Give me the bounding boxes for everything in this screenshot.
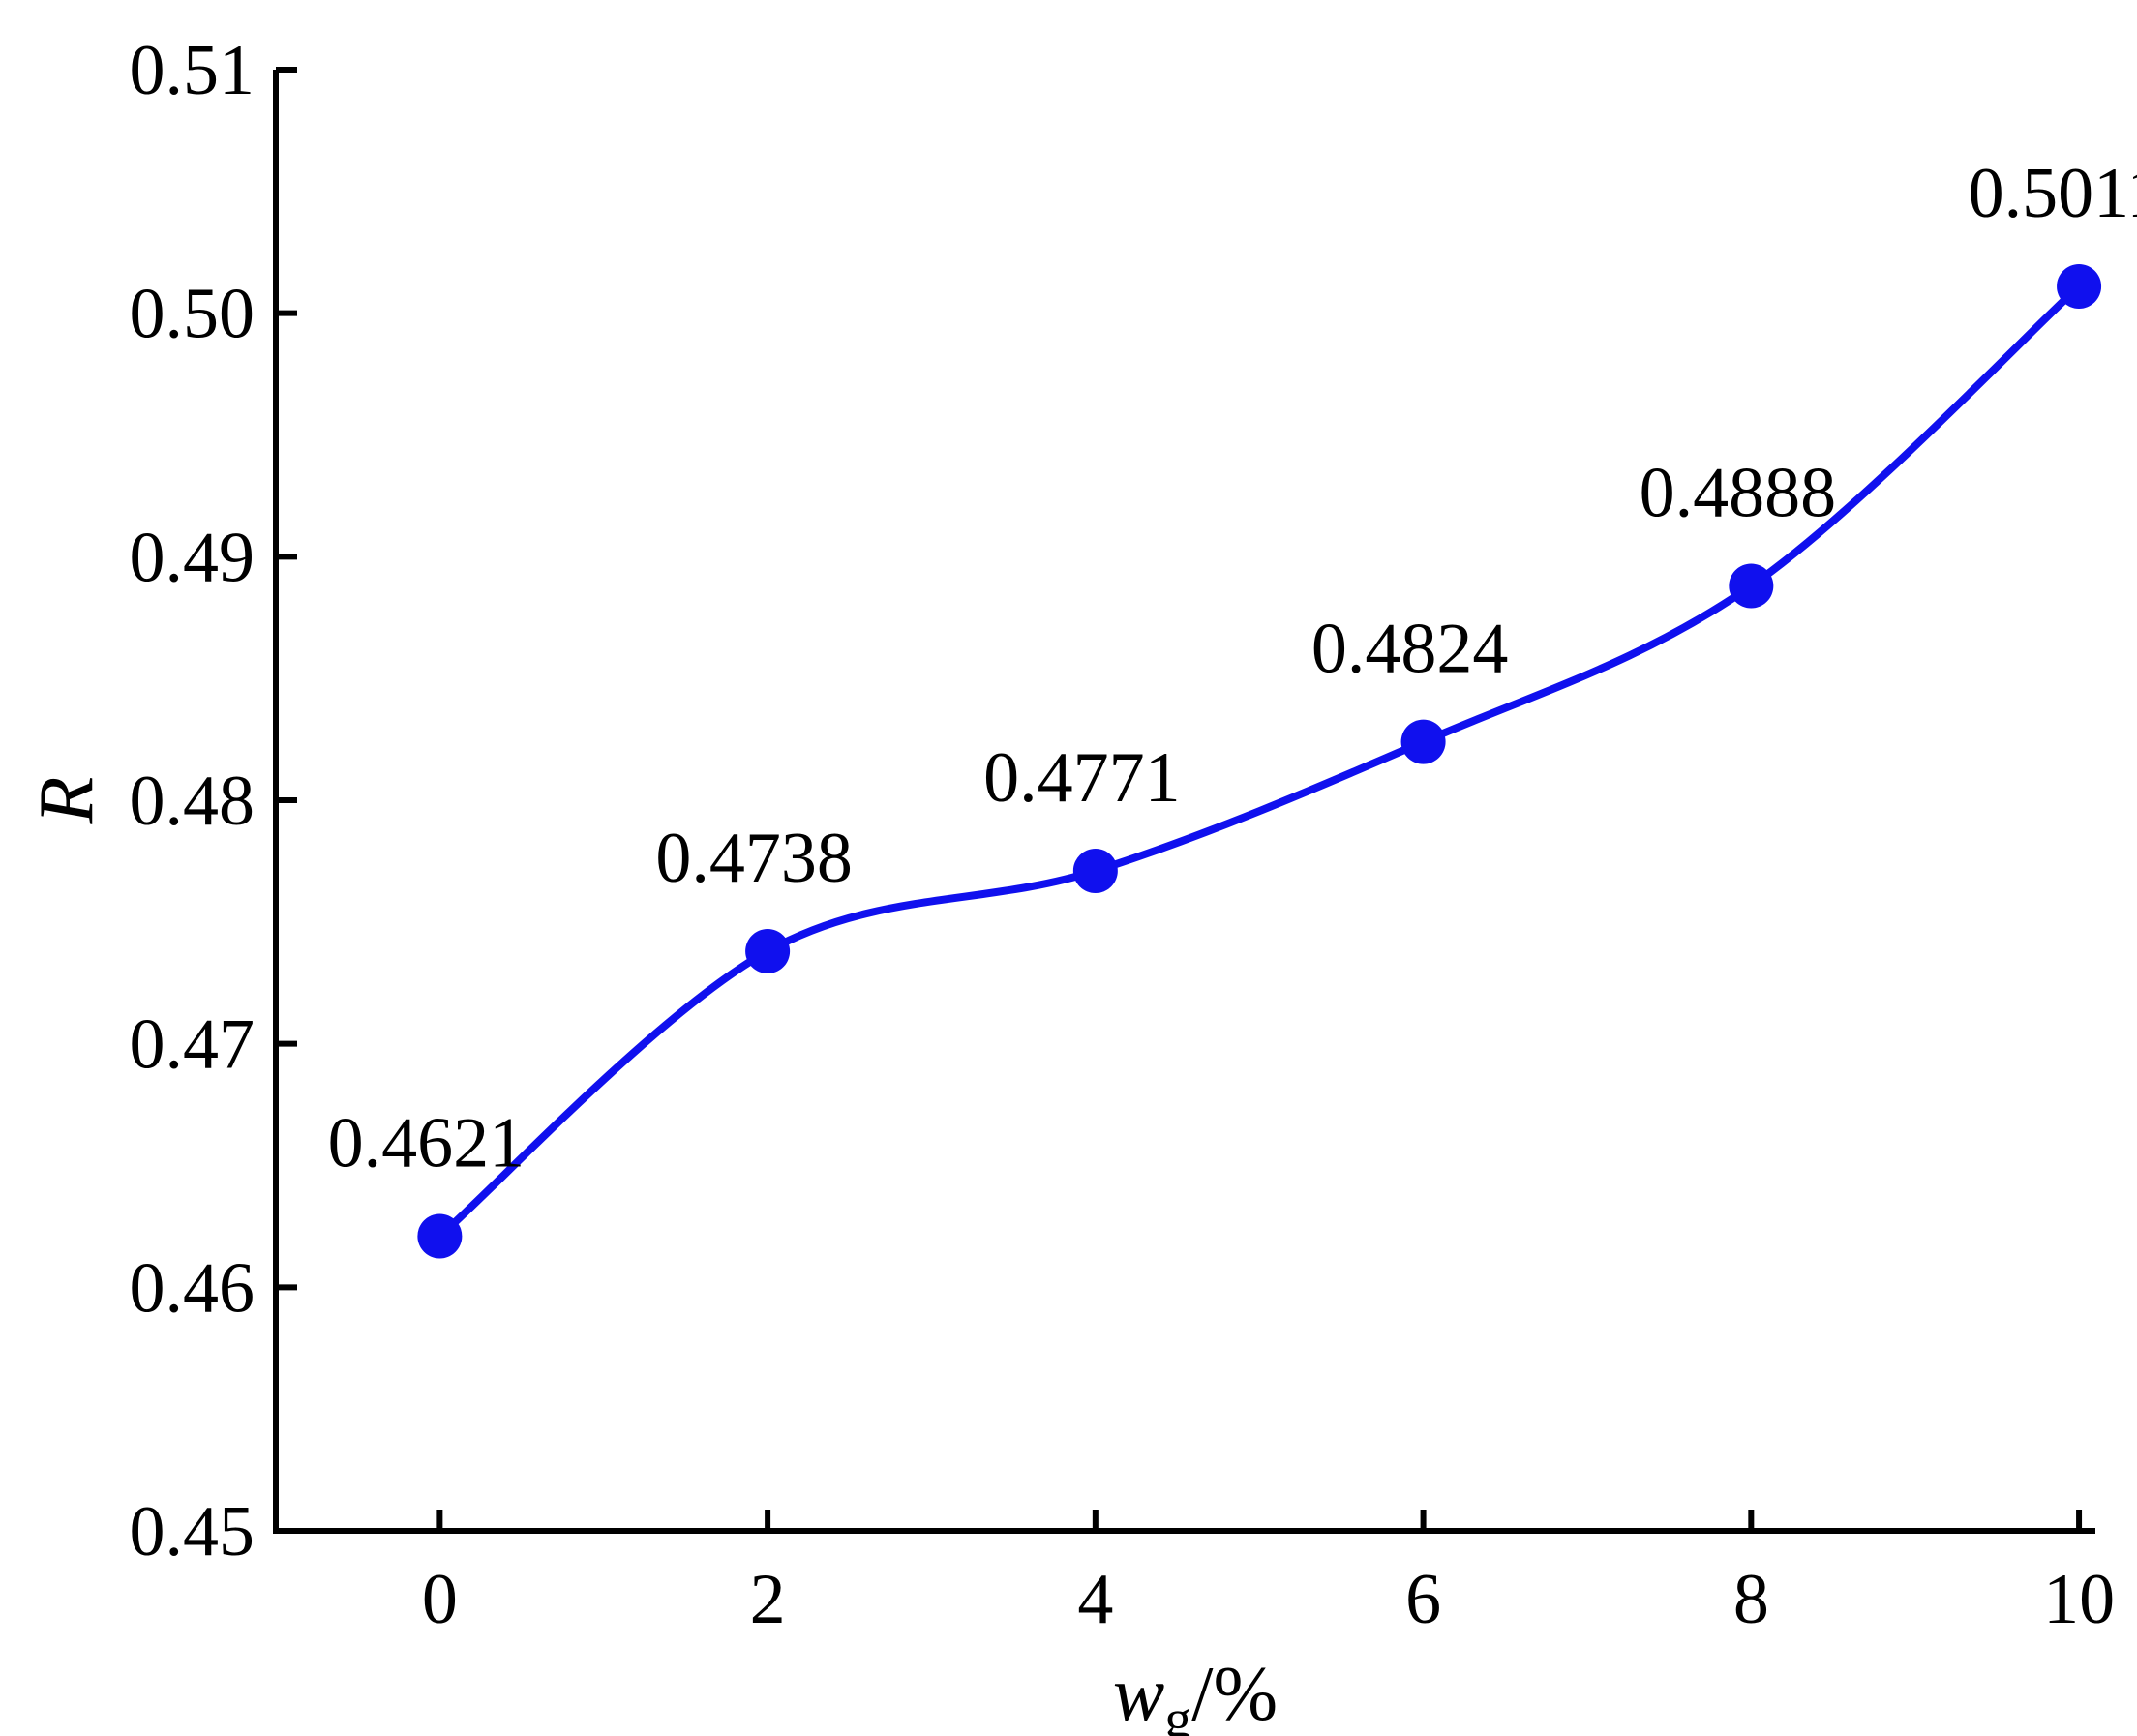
x-axis: 0 2 4 6 8 10	[273, 1510, 2115, 1639]
data-label: 0.4771	[983, 738, 1181, 818]
x-axis-title-subscript: g	[1164, 1690, 1191, 1736]
data-point	[1729, 563, 1774, 609]
y-tick-label: 0.47	[130, 1005, 256, 1085]
y-tick-label: 0.50	[130, 275, 256, 354]
data-point	[1072, 848, 1118, 893]
series-line	[436, 282, 2084, 1241]
y-tick-label: 0.48	[130, 762, 256, 841]
x-tick-label: 6	[1405, 1560, 1441, 1639]
data-labels: 0.4621 0.4738 0.4771 0.4824 0.4888 0.5011	[328, 154, 2137, 1182]
x-axis-title-unit: /%	[1191, 1652, 1278, 1736]
x-axis-title: wg/%	[1113, 1652, 1278, 1736]
y-tick-label: 0.45	[130, 1492, 256, 1571]
data-label: 0.5011	[1969, 154, 2137, 233]
x-tick-label: 0	[422, 1560, 458, 1639]
data-point	[417, 1213, 463, 1259]
y-tick-label: 0.46	[130, 1248, 256, 1328]
data-label: 0.4621	[328, 1103, 526, 1182]
data-point	[2057, 263, 2102, 309]
data-label: 0.4824	[1311, 610, 1509, 689]
x-tick-label: 8	[1733, 1560, 1769, 1639]
y-tick-label: 0.49	[130, 518, 256, 597]
x-tick-label: 2	[750, 1560, 786, 1639]
x-tick-label: 10	[2043, 1560, 2115, 1639]
y-tick-label: 0.51	[130, 31, 256, 110]
x-axis-title-symbol: w	[1113, 1652, 1164, 1736]
data-point	[1400, 719, 1446, 764]
y-axis-title: R	[24, 777, 109, 825]
series-layer	[417, 263, 2102, 1259]
data-label: 0.4738	[655, 819, 853, 898]
data-label: 0.4888	[1640, 454, 1837, 533]
y-axis: 0.45 0.46 0.47 0.48 0.49 0.50 0.51	[130, 31, 297, 1571]
data-point	[745, 929, 791, 974]
x-tick-label: 4	[1077, 1560, 1113, 1639]
